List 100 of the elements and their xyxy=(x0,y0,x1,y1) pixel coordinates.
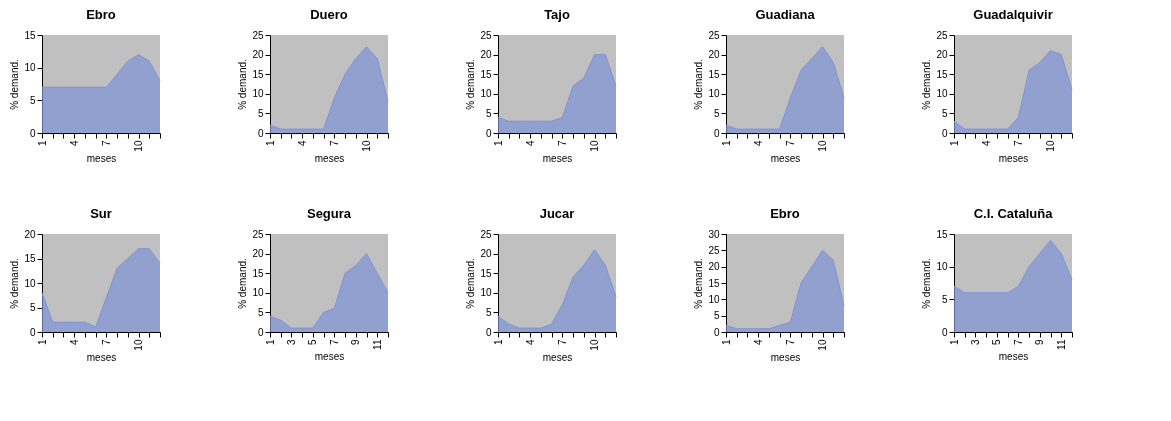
y-axis-title: % demand. xyxy=(237,258,249,309)
chart-title: Tajo xyxy=(544,7,570,22)
y-tick-label: 0 xyxy=(29,326,36,338)
y-tick-label: 15 xyxy=(252,68,264,80)
x-tick-label: 10 xyxy=(1045,140,1057,152)
x-tick-label: 3 xyxy=(969,339,981,346)
x-axis-title: meses xyxy=(542,351,573,363)
y-axis-title: % demand. xyxy=(693,258,705,309)
y-tick-label: 10 xyxy=(480,88,492,100)
x-axis-title: meses xyxy=(86,152,117,164)
x-tick-label: 1 xyxy=(948,140,960,147)
y-tick-label: 15 xyxy=(936,228,948,240)
x-tick-label: 10 xyxy=(133,339,145,351)
y-tick-label: 0 xyxy=(257,127,264,139)
x-tick-label: 7 xyxy=(784,339,796,346)
y-tick-label: 10 xyxy=(708,293,720,305)
y-tick-label: 5 xyxy=(257,306,264,318)
y-tick-label: 20 xyxy=(252,248,264,260)
y-tick-label: 0 xyxy=(713,326,720,338)
x-tick-label: 7 xyxy=(556,339,568,346)
y-tick-label: 10 xyxy=(480,287,492,299)
y-tick-label: 10 xyxy=(252,287,264,299)
x-axis-title: meses xyxy=(314,152,345,164)
chart-title: Segura xyxy=(306,206,352,221)
y-tick-label: 10 xyxy=(936,88,948,100)
x-axis-title: meses xyxy=(542,152,573,164)
x-tick-label: 1 xyxy=(36,339,48,346)
x-tick-label: 4 xyxy=(68,140,80,147)
y-tick-label: 15 xyxy=(24,253,36,264)
x-tick-label: 10 xyxy=(361,140,373,152)
x-tick-label: 4 xyxy=(752,140,764,147)
y-tick-label: 20 xyxy=(480,248,492,260)
y-tick-label: 25 xyxy=(252,228,264,240)
x-axis-title: meses xyxy=(998,350,1029,362)
chart-title: Duero xyxy=(310,7,348,22)
y-tick-label: 5 xyxy=(29,94,36,106)
x-axis-title: meses xyxy=(314,350,345,362)
x-tick-label: 10 xyxy=(817,339,829,351)
y-tick-label: 25 xyxy=(708,244,720,256)
y-tick-label: 30 xyxy=(708,228,720,240)
y-tick-label: 15 xyxy=(480,68,492,80)
x-tick-label: 1 xyxy=(948,339,960,346)
y-tick-label: 20 xyxy=(708,261,720,273)
y-tick-label: 20 xyxy=(936,49,948,61)
x-tick-label: 11 xyxy=(371,339,383,350)
y-axis-title: % demand. xyxy=(921,258,933,309)
x-tick-label: 10 xyxy=(589,339,601,351)
x-tick-label: 4 xyxy=(752,339,764,346)
x-tick-label: 10 xyxy=(817,140,829,152)
x-tick-label: 3 xyxy=(285,339,297,346)
x-axis-title: meses xyxy=(770,351,801,363)
y-tick-label: 0 xyxy=(941,127,948,139)
x-tick-label: 1 xyxy=(264,140,276,147)
y-tick-label: 5 xyxy=(29,302,36,313)
y-tick-label: 0 xyxy=(941,326,948,338)
x-tick-label: 7 xyxy=(328,339,340,346)
x-tick-label: 7 xyxy=(100,339,112,346)
y-axis-title: % demand. xyxy=(921,59,933,110)
x-tick-label: 1 xyxy=(264,339,276,346)
x-tick-label: 9 xyxy=(350,339,362,346)
x-tick-label: 1 xyxy=(720,140,732,147)
y-tick-label: 20 xyxy=(24,228,36,240)
y-tick-label: 0 xyxy=(485,127,492,139)
x-tick-label: 1 xyxy=(720,339,732,346)
x-tick-label: 11 xyxy=(1055,339,1067,350)
x-tick-label: 4 xyxy=(296,140,308,147)
x-axis-title: meses xyxy=(770,152,801,164)
y-tick-label: 25 xyxy=(480,228,492,240)
y-tick-label: 0 xyxy=(29,127,36,139)
y-tick-label: 20 xyxy=(480,49,492,61)
x-tick-label: 1 xyxy=(492,140,504,147)
y-tick-label: 25 xyxy=(936,29,948,41)
chart-title: Ebro xyxy=(86,7,116,22)
chart-title: Jucar xyxy=(539,206,575,221)
chart-title: Ebro xyxy=(770,206,800,221)
chart-title: Guadiana xyxy=(755,7,816,22)
y-tick-label: 15 xyxy=(708,277,720,289)
y-tick-label: 5 xyxy=(713,107,720,119)
x-tick-label: 1 xyxy=(36,140,48,147)
y-tick-label: 5 xyxy=(941,293,948,305)
x-tick-label: 10 xyxy=(589,140,601,152)
x-axis-title: meses xyxy=(998,152,1029,164)
y-axis-title: % demand. xyxy=(465,258,477,309)
y-tick-label: 15 xyxy=(252,267,264,279)
chart-title: Sur xyxy=(90,206,112,221)
x-tick-label: 4 xyxy=(524,140,536,147)
x-tick-label: 4 xyxy=(68,339,80,346)
y-axis-title: % demand. xyxy=(237,59,249,110)
y-tick-label: 15 xyxy=(708,68,720,80)
x-tick-label: 7 xyxy=(328,140,340,147)
y-tick-label: 5 xyxy=(257,107,264,119)
y-tick-label: 5 xyxy=(485,306,492,318)
x-tick-label: 7 xyxy=(1012,140,1024,147)
y-tick-label: 5 xyxy=(713,310,720,322)
y-tick-label: 5 xyxy=(941,107,948,119)
x-axis-title: meses xyxy=(86,351,117,363)
y-tick-label: 25 xyxy=(480,29,492,41)
y-tick-label: 25 xyxy=(252,29,264,41)
y-tick-label: 5 xyxy=(485,107,492,119)
chart-title: C.I. Cataluña xyxy=(973,206,1054,221)
